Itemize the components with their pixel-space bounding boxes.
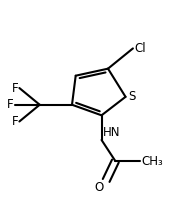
Text: F: F xyxy=(7,98,14,111)
Text: F: F xyxy=(12,82,18,95)
Text: O: O xyxy=(94,181,103,194)
Text: Cl: Cl xyxy=(134,42,146,55)
Text: S: S xyxy=(128,90,136,103)
Text: CH₃: CH₃ xyxy=(142,155,164,168)
Text: HN: HN xyxy=(103,126,120,139)
Text: F: F xyxy=(12,115,18,128)
